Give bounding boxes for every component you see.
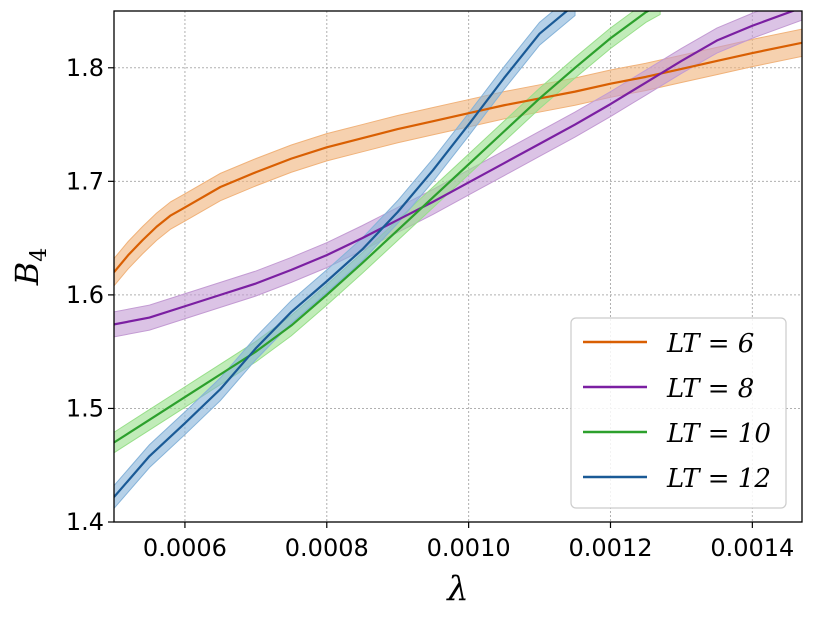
y-axis-label-subscript: 4: [27, 248, 52, 262]
x-tick-label: 0.0010: [427, 534, 511, 562]
legend-label-3: LT = 10: [666, 419, 771, 449]
legend-label-2: LT = 8: [666, 374, 754, 404]
legend: LT = 6 LT = 8 LT = 10 LT = 12: [570, 317, 787, 509]
plot-frame: [113, 10, 803, 523]
x-tick-label: 0.0012: [569, 534, 653, 562]
x-tick-label: 0.0014: [710, 534, 794, 562]
y-tick-label: 1.6: [66, 281, 104, 309]
x-tick-label: 0.0008: [285, 534, 369, 562]
line-series-3: [114, 11, 651, 444]
legend-label-1: LT = 6: [666, 329, 754, 359]
line-series-2: [114, 11, 796, 326]
x-axis-label: λ: [445, 569, 469, 609]
line-series-4: [114, 11, 569, 498]
y-tick-label: 1.4: [66, 508, 104, 536]
legend-box: [570, 317, 787, 509]
y-tick-label: 1.8: [66, 54, 104, 82]
y-tick-label: 1.5: [66, 394, 104, 422]
y-tick-label: 1.7: [66, 167, 104, 195]
series-lines: [114, 11, 802, 498]
y-axis-label: B4: [8, 248, 52, 287]
ticks: 0.0006 0.0008 0.0010 0.0012 0.0014 1.4 1.5 1.6 1…: [66, 54, 795, 562]
y-axis-label-main: B: [8, 262, 46, 287]
legend-label-4: LT = 12: [666, 464, 771, 494]
x-tick-label: 0.0006: [143, 534, 227, 562]
